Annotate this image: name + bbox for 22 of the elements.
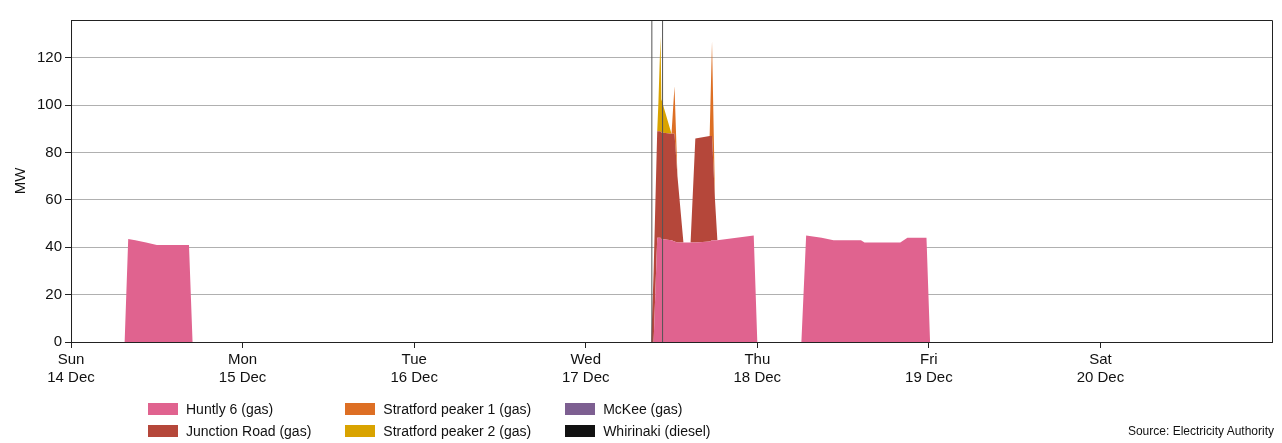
x-tick-label: Sun 14 Dec xyxy=(47,350,96,386)
y-axis-title: MW xyxy=(11,166,29,195)
x-tick-label: Fri 19 Dec xyxy=(905,350,954,386)
y-tick-label: 20 xyxy=(45,284,63,302)
y-tick-label: 0 xyxy=(53,332,63,350)
source-note: Source: Electricity Authority xyxy=(1127,424,1274,438)
y-tick-label: 80 xyxy=(45,142,63,160)
y-tick-label: 60 xyxy=(45,190,63,208)
x-tick-label: Thu 18 Dec xyxy=(733,350,782,386)
x-tick-label: Wed 17 Dec xyxy=(561,350,610,386)
legend-label: Junction Road (gas) xyxy=(186,423,312,439)
x-tick-label: Mon 15 Dec xyxy=(218,350,267,386)
x-tick-label: Tue 16 Dec xyxy=(390,350,439,386)
x-tick-label: Sat 20 Dec xyxy=(1076,350,1125,386)
legend-label: McKee (gas) xyxy=(603,401,683,417)
y-tick-label: 40 xyxy=(45,237,63,255)
legend-label: Stratford peaker 1 (gas) xyxy=(383,401,532,417)
legend-label: Huntly 6 (gas) xyxy=(186,401,274,417)
y-tick-label: 100 xyxy=(37,95,63,113)
y-tick-label: 120 xyxy=(37,48,63,66)
legend-label: Whirinaki (diesel) xyxy=(603,423,711,439)
legend-label: Stratford peaker 2 (gas) xyxy=(383,423,532,439)
